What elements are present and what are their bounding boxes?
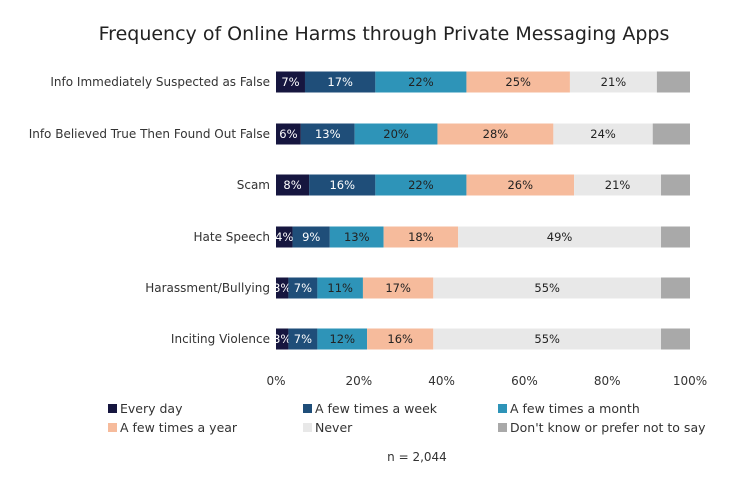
bar-segment xyxy=(553,123,653,145)
data-label: 16% xyxy=(387,332,413,346)
legend-label: A few times a week xyxy=(315,401,438,416)
data-label: 9% xyxy=(302,230,320,244)
bar-segment xyxy=(309,174,376,196)
bar-segment xyxy=(354,123,438,145)
data-label: 7% xyxy=(294,332,312,346)
bar-segment xyxy=(276,123,301,145)
bar-segment xyxy=(574,174,662,196)
bar-segment xyxy=(276,277,289,299)
x-tick-label: 80% xyxy=(594,374,621,388)
legend-label: Never xyxy=(315,420,353,435)
bar-segment xyxy=(569,71,657,93)
bar-segment xyxy=(288,277,318,299)
data-label: 49% xyxy=(547,230,573,244)
category-label: Info Believed True Then Found Out False xyxy=(29,127,270,141)
bars-group: 7% 17% 22% 25% 21% 6% 13% 20% 28% 24% 8% 16% 22% 26% 2… xyxy=(273,71,690,350)
bar-segment xyxy=(317,277,363,299)
bar-segment xyxy=(458,226,662,248)
data-label: 17% xyxy=(327,75,353,89)
legend-label: A few times a month xyxy=(510,401,640,416)
data-label: 4% xyxy=(275,230,293,244)
bar-segment xyxy=(433,277,662,299)
bar-segment xyxy=(661,174,690,196)
bar-segment xyxy=(288,328,318,350)
legend-swatch xyxy=(108,404,117,413)
data-label: 7% xyxy=(281,75,299,89)
legend-swatch xyxy=(498,423,507,432)
category-label: Harassment/Bullying xyxy=(145,281,270,295)
bar-segment xyxy=(383,226,459,248)
bar-segment xyxy=(661,277,690,299)
data-label: 13% xyxy=(315,127,341,141)
data-label: 3% xyxy=(273,281,291,295)
data-label: 55% xyxy=(534,332,560,346)
bar-segment xyxy=(276,328,289,350)
bar-segment xyxy=(300,123,355,145)
x-tick-label: 100% xyxy=(673,374,707,388)
data-label: 22% xyxy=(408,75,434,89)
legend-swatch xyxy=(303,423,312,432)
category-label: Hate Speech xyxy=(194,230,270,244)
data-label: 26% xyxy=(507,178,533,192)
bar-segment xyxy=(656,71,690,93)
legend: Every day A few times a week A few times a… xyxy=(108,401,706,435)
x-tick-label: 60% xyxy=(511,374,538,388)
data-label: 21% xyxy=(601,75,627,89)
data-label: 6% xyxy=(279,127,297,141)
data-label: 11% xyxy=(327,281,353,295)
data-label: 18% xyxy=(408,230,434,244)
category-label: Inciting Violence xyxy=(171,332,270,346)
category-label: Scam xyxy=(237,178,270,192)
bar-segment xyxy=(433,328,662,350)
bar-segment xyxy=(375,174,467,196)
category-labels: Info Immediately Suspected as False Info … xyxy=(29,75,270,346)
bar-segment xyxy=(375,71,467,93)
bar-segment xyxy=(437,123,554,145)
x-tick-label: 40% xyxy=(428,374,455,388)
bar-segment xyxy=(362,277,434,299)
bar-segment xyxy=(276,226,293,248)
bar-segment xyxy=(367,328,434,350)
data-label: 13% xyxy=(344,230,370,244)
legend-swatch xyxy=(303,404,312,413)
data-label: 22% xyxy=(408,178,434,192)
data-label: 16% xyxy=(329,178,355,192)
data-label: 25% xyxy=(505,75,531,89)
bar-segment xyxy=(276,71,305,93)
data-label: 17% xyxy=(385,281,411,295)
data-label: 8% xyxy=(283,178,301,192)
x-tick-label: 0% xyxy=(266,374,285,388)
bar-segment xyxy=(292,226,330,248)
data-label: 28% xyxy=(483,127,509,141)
bar-segment xyxy=(276,174,310,196)
data-label: 7% xyxy=(294,281,312,295)
legend-label: A few times a year xyxy=(120,420,238,435)
legend-label: Don't know or prefer not to say xyxy=(510,420,706,435)
data-label: 12% xyxy=(329,332,355,346)
chart-title: Frequency of Online Harms through Privat… xyxy=(99,23,670,45)
bar-segment xyxy=(661,328,690,350)
data-label: 24% xyxy=(590,127,616,141)
bar-segment xyxy=(661,226,690,248)
category-label: Info Immediately Suspected as False xyxy=(50,75,270,89)
data-label: 55% xyxy=(534,281,560,295)
data-label: 3% xyxy=(273,332,291,346)
legend-swatch xyxy=(108,423,117,432)
sample-size-note: n = 2,044 xyxy=(387,450,447,464)
bar-segment xyxy=(466,174,575,196)
x-tick-label: 20% xyxy=(345,374,372,388)
data-label: 20% xyxy=(383,127,409,141)
data-label: 21% xyxy=(605,178,631,192)
bar-segment xyxy=(317,328,368,350)
bar-segment xyxy=(466,71,570,93)
x-axis-ticks: 0% 20% 40% 60% 80% 100% xyxy=(266,374,707,388)
bar-segment xyxy=(304,71,376,93)
legend-label: Every day xyxy=(120,401,183,416)
legend-swatch xyxy=(498,404,507,413)
bar-segment xyxy=(652,123,690,145)
bar-segment xyxy=(329,226,384,248)
